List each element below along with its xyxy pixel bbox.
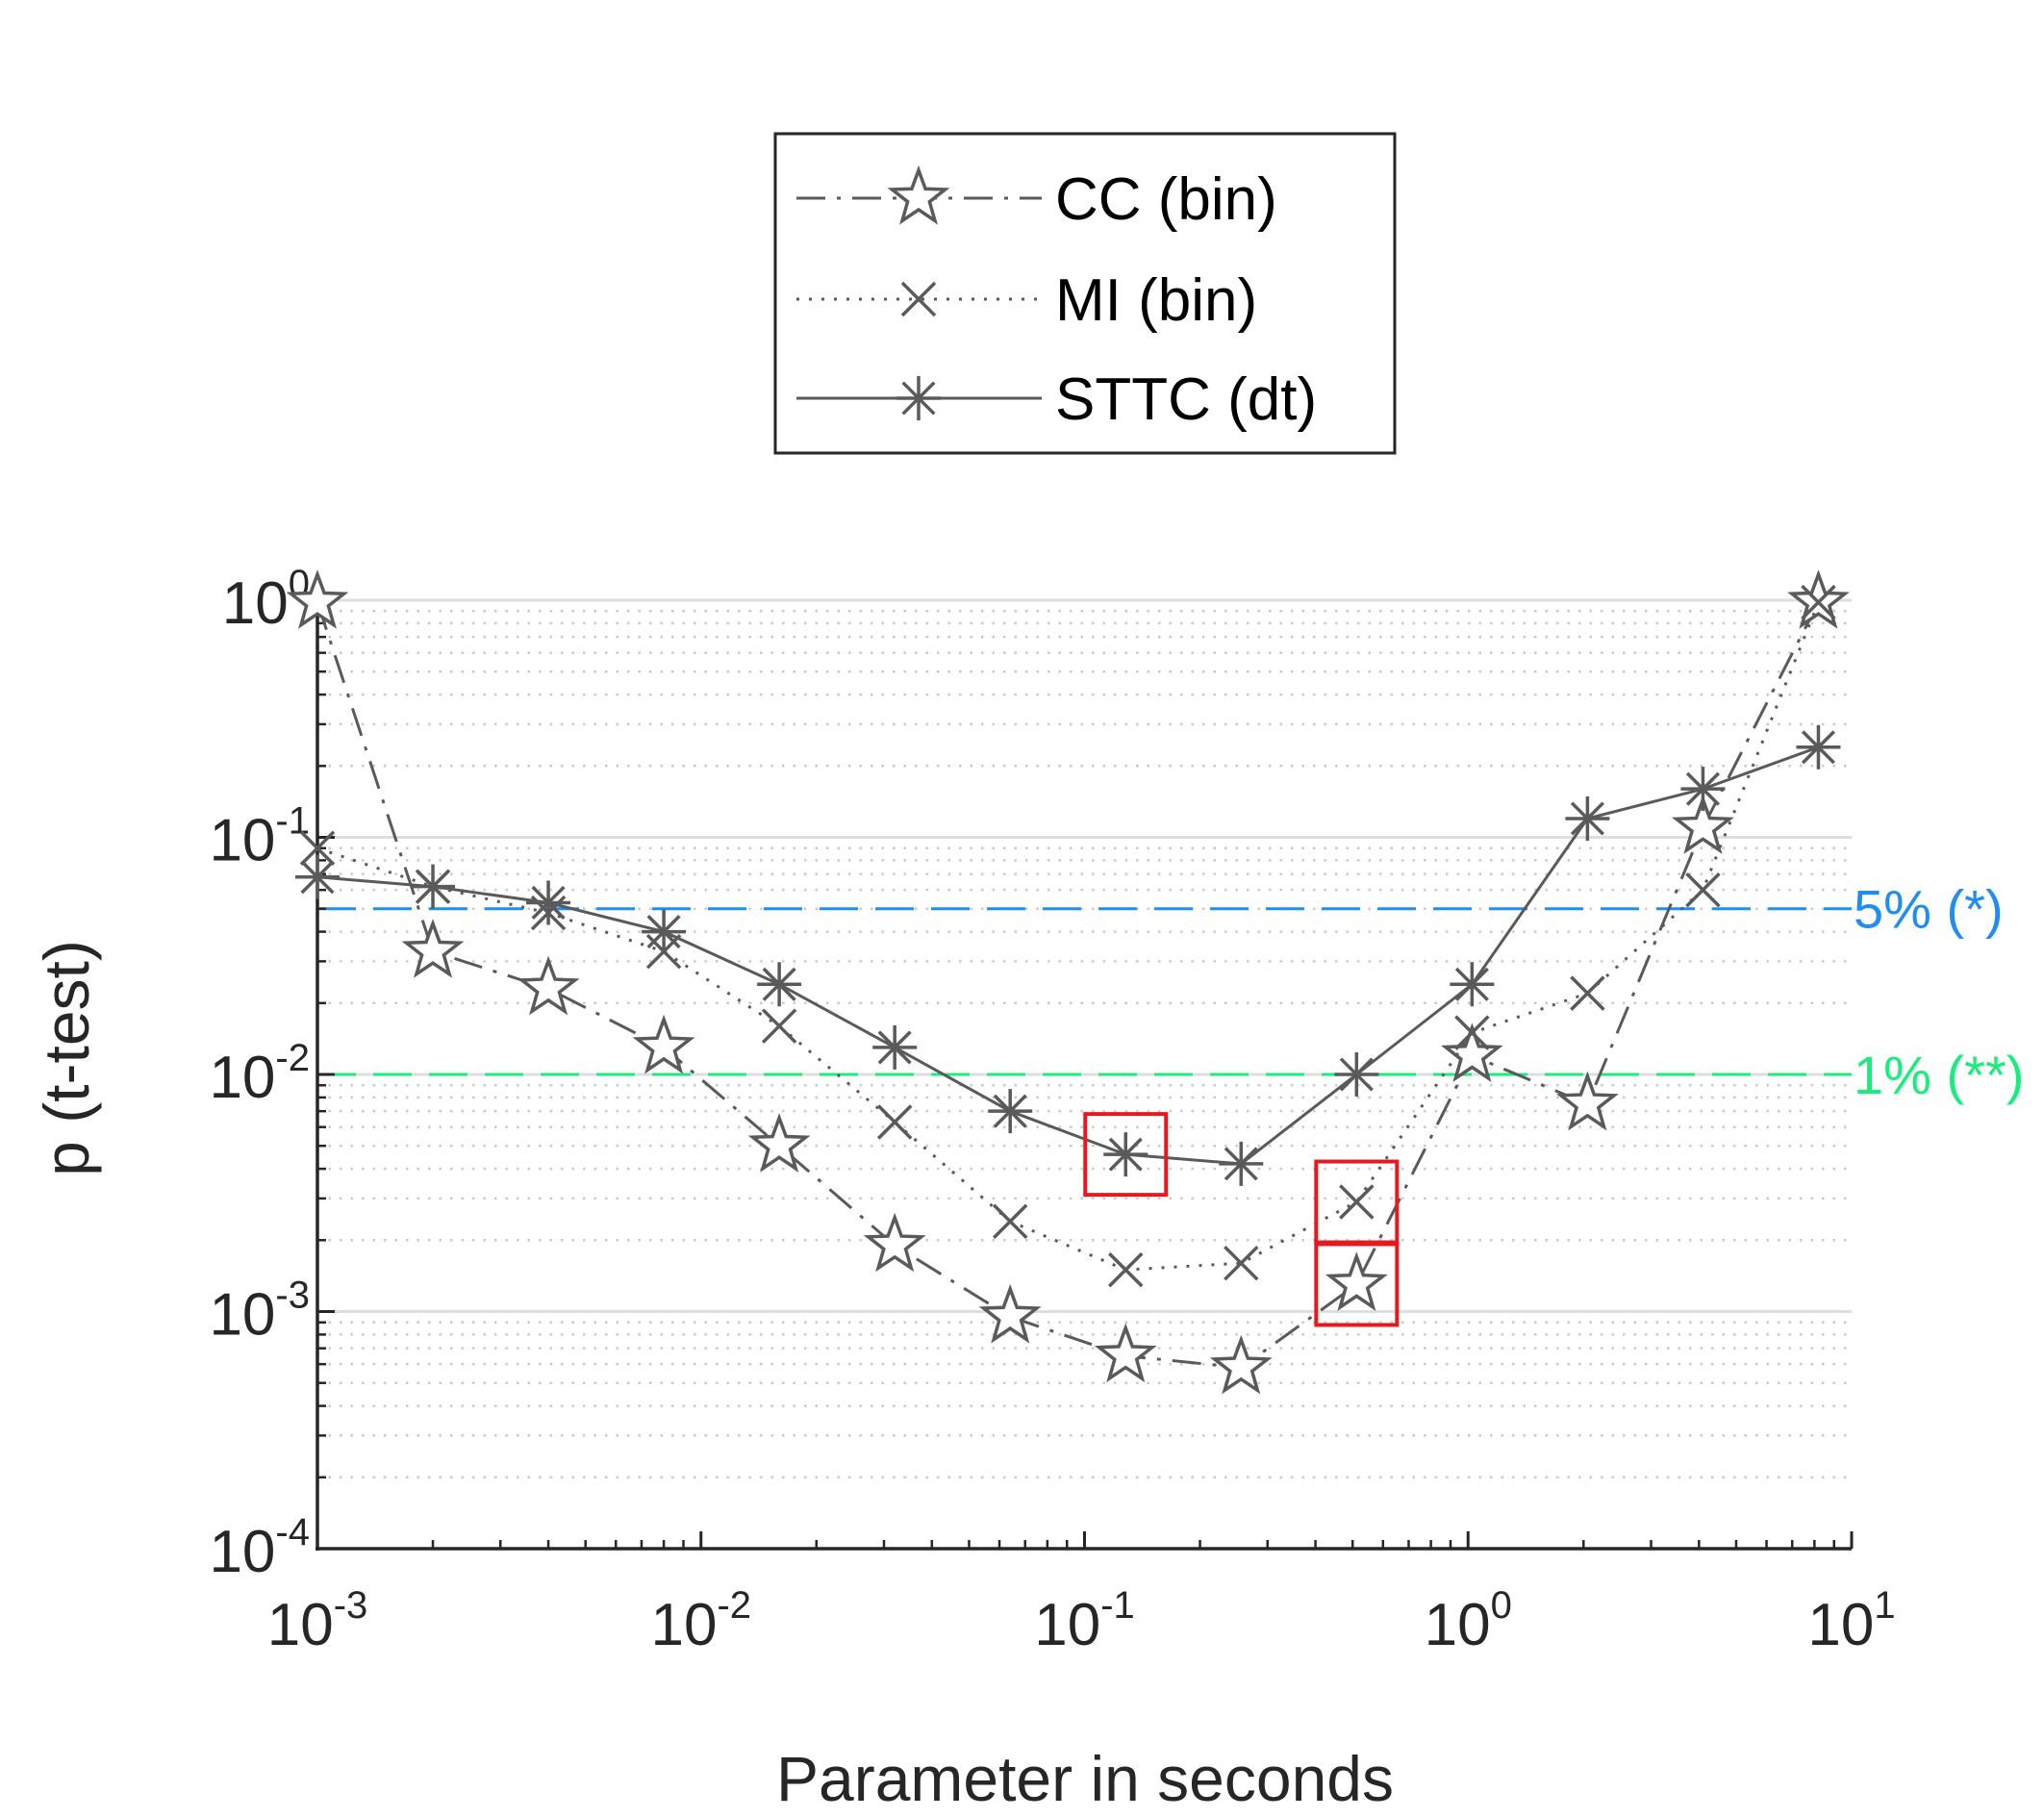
- y-tick-label-2: 10-2: [209, 1037, 310, 1111]
- data-point-0-9: [1325, 1251, 1388, 1312]
- y-tick-label-4: 10-4: [209, 1511, 310, 1585]
- data-point-1-0: [299, 830, 336, 867]
- data-point-0-0: [286, 569, 349, 629]
- legend-entry-1: MI (bin): [796, 267, 1257, 334]
- data-point-1-4: [761, 1008, 797, 1044]
- legend-label-2: STTC (dt): [1055, 366, 1317, 433]
- x-tick-label-3: 100: [1425, 1584, 1512, 1658]
- x-axis-title: Parameter in seconds: [776, 1743, 1394, 1814]
- highlight-box-0: [1083, 1112, 1169, 1198]
- legend-label-1: MI (bin): [1055, 267, 1257, 334]
- highlight-box-2: [1314, 1242, 1400, 1327]
- data-point-2-0: [295, 854, 340, 899]
- data-point-0-4: [747, 1113, 811, 1173]
- series-line-1: [316, 601, 1820, 1272]
- highlight-boxes: [1083, 1112, 1400, 1327]
- data-point-0-12: [1671, 795, 1734, 854]
- data-point-0-10: [1440, 1023, 1503, 1083]
- data-point-2-2: [526, 880, 571, 925]
- series: [286, 569, 1850, 1395]
- legend-marker-0: [887, 164, 950, 225]
- data-point-1-7: [1108, 1251, 1144, 1288]
- data-point-1-11: [1570, 975, 1605, 1011]
- data-point-2-13: [1796, 724, 1841, 770]
- data-point-2-11: [1565, 795, 1610, 841]
- reference-label-1: 1% (**): [1854, 1045, 2024, 1105]
- data-point-2-7: [1103, 1132, 1148, 1177]
- data-point-1-9: [1339, 1184, 1375, 1220]
- series-0: [286, 569, 1850, 1395]
- data-point-2-3: [642, 909, 687, 954]
- x-tick-label-1: 10-2: [650, 1584, 751, 1658]
- grid: [317, 598, 1852, 1479]
- legend-entry-0: CC (bin): [796, 164, 1277, 233]
- data-point-1-12: [1685, 871, 1721, 908]
- data-point-1-13: [1801, 584, 1836, 620]
- data-point-2-8: [1219, 1141, 1264, 1186]
- data-point-2-5: [872, 1024, 918, 1070]
- data-point-0-5: [863, 1212, 926, 1273]
- data-point-0-6: [978, 1283, 1042, 1344]
- data-point-1-8: [1224, 1245, 1259, 1281]
- legend-box: [773, 132, 1397, 455]
- data-point-1-6: [992, 1203, 1028, 1240]
- data-point-1-10: [1454, 1015, 1490, 1050]
- data-point-0-13: [1787, 569, 1850, 629]
- data-point-1-5: [876, 1104, 913, 1140]
- data-point-2-6: [988, 1089, 1033, 1134]
- y-axis-title: p (t-test): [31, 940, 102, 1176]
- legend-label-0: CC (bin): [1055, 166, 1277, 233]
- data-point-0-11: [1555, 1071, 1619, 1131]
- y-tick-label-3: 10-3: [209, 1275, 310, 1349]
- data-point-2-10: [1450, 962, 1495, 1007]
- series-2: [295, 724, 1841, 1186]
- data-point-2-9: [1334, 1052, 1379, 1097]
- legend-entry-2: STTC (dt): [796, 366, 1317, 433]
- x-tick-label-0: 10-3: [267, 1584, 368, 1658]
- data-point-0-1: [401, 919, 465, 978]
- data-point-2-4: [757, 962, 802, 1007]
- legend: CC (bin) MI (bin) STTC (dt): [773, 132, 1397, 455]
- x-tick-label-4: 101: [1807, 1584, 1895, 1658]
- legend-marker-1: [900, 281, 937, 317]
- data-point-2-1: [411, 864, 456, 909]
- data-point-0-2: [517, 955, 580, 1016]
- data-point-0-3: [632, 1014, 695, 1074]
- data-point-2-12: [1680, 767, 1726, 812]
- reference-label-0: 5% (*): [1854, 879, 2004, 940]
- legend-marker-2: [896, 376, 941, 420]
- x-tick-label-2: 10-1: [1034, 1584, 1135, 1658]
- data-point-0-7: [1094, 1323, 1157, 1383]
- series-line-2: [316, 745, 1820, 1166]
- data-point-0-8: [1209, 1334, 1273, 1395]
